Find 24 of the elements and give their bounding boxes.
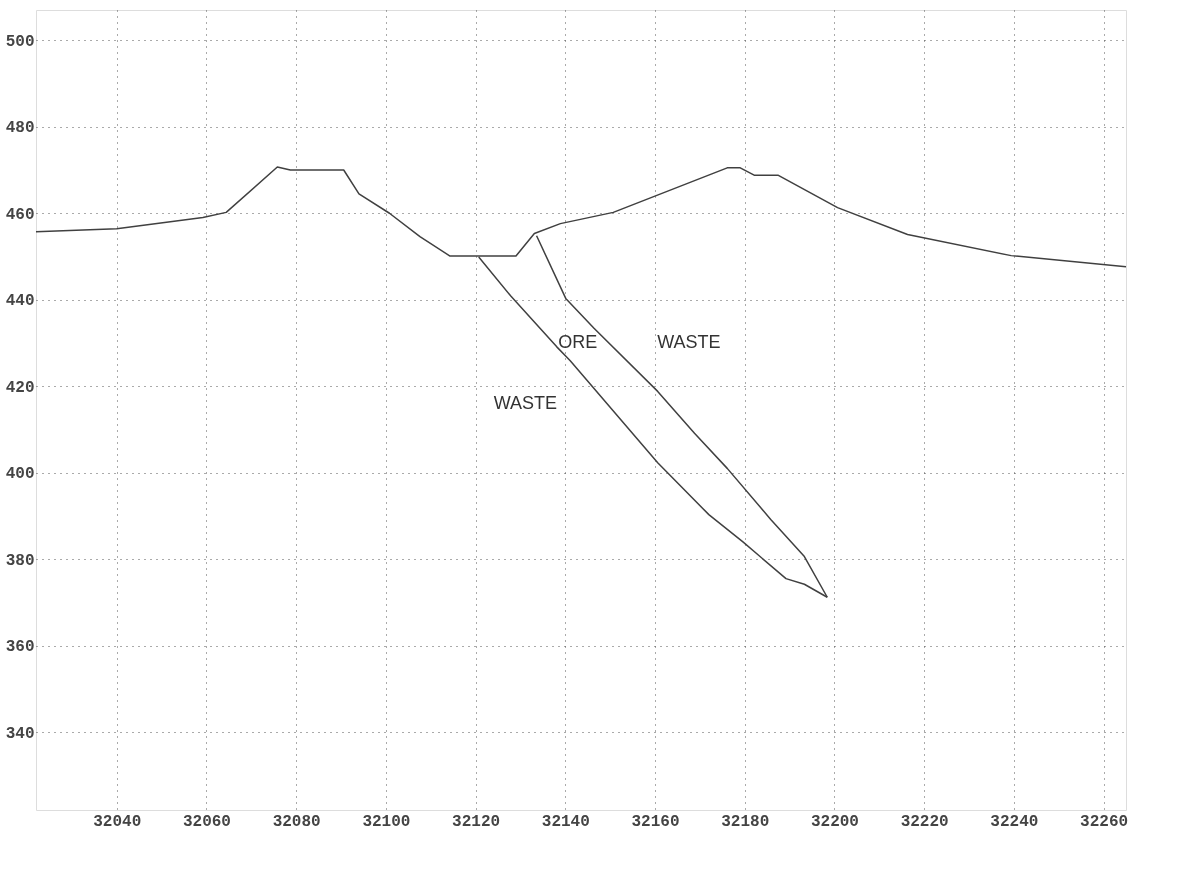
x-tick-label: 32260 <box>1080 812 1129 831</box>
annotation: ORE <box>558 331 598 352</box>
x-tick-label: 32240 <box>990 812 1039 831</box>
annotation: WASTE <box>657 331 721 352</box>
x-tick-label: 32160 <box>631 812 680 831</box>
x-tick-label: 32040 <box>93 812 142 831</box>
y-tick-label: 400 <box>5 465 35 484</box>
x-tick-label: 32060 <box>182 812 231 831</box>
x-tick-label: 32120 <box>452 812 501 831</box>
y-tick-label: 360 <box>5 638 35 657</box>
y-tick-label: 420 <box>5 378 35 397</box>
x-tick-label: 32080 <box>272 812 321 831</box>
y-tick-label: 380 <box>5 551 35 570</box>
x-tick-label: 32180 <box>721 812 770 831</box>
annotation: WASTE <box>493 392 558 413</box>
y-tick-label: 500 <box>5 32 35 51</box>
x-tick-label: 32100 <box>362 812 411 831</box>
x-tick-label: 32200 <box>810 812 859 831</box>
y-tick-label: 480 <box>5 119 35 138</box>
y-tick-label: 460 <box>5 205 35 224</box>
x-tick-label: 32140 <box>541 812 590 831</box>
y-tick-label: 340 <box>5 724 35 743</box>
x-tick-label: 32220 <box>900 812 949 831</box>
y-tick-label: 440 <box>5 292 35 311</box>
